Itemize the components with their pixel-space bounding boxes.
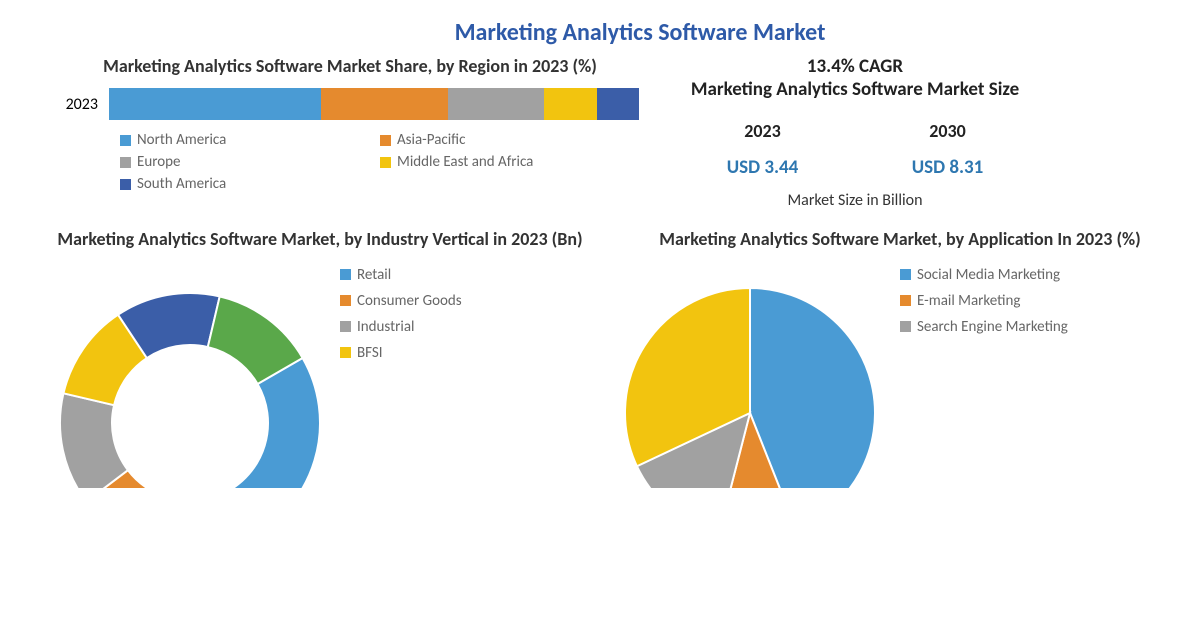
donut-title: Marketing Analytics Software Market, by … — [40, 228, 600, 250]
legend-label: E-mail Marketing — [917, 292, 1020, 310]
metrics-year-2023: 2023 — [744, 120, 781, 142]
legend-item: Asia-Pacific — [380, 131, 640, 149]
legend-item: Retail — [340, 266, 462, 284]
pie-chart-svg — [600, 258, 900, 488]
legend-swatch — [120, 135, 131, 146]
stacked-seg-middle-east-and-africa — [544, 88, 597, 120]
metrics-year-2030: 2030 — [929, 120, 966, 142]
legend-label: South America — [137, 175, 226, 193]
metrics-panel: 13.4% CAGR Marketing Analytics Software … — [640, 55, 1070, 210]
legend-swatch — [380, 157, 391, 168]
legend-item: Social Media Marketing — [900, 266, 1068, 284]
donut-chart-block: Marketing Analytics Software Market, by … — [0, 228, 600, 488]
legend-swatch — [380, 135, 391, 146]
legend-label: Industrial — [357, 318, 414, 336]
stacked-bar-track — [108, 87, 640, 121]
legend-item: Europe — [120, 153, 380, 171]
stacked-bar-chart: Marketing Analytics Software Market Shar… — [0, 55, 640, 210]
pie-chart-block: Marketing Analytics Software Market, by … — [600, 228, 1200, 488]
legend-swatch — [340, 347, 351, 358]
top-row: Marketing Analytics Software Market Shar… — [0, 55, 1200, 210]
legend-item: North America — [120, 131, 380, 149]
legend-label: Middle East and Africa — [397, 153, 533, 171]
legend-item: BFSI — [340, 344, 462, 362]
legend-swatch — [900, 321, 911, 332]
pie-legend: Social Media Marketing E-mail Marketing Se… — [900, 258, 1068, 344]
legend-swatch — [900, 269, 911, 280]
legend-swatch — [120, 157, 131, 168]
legend-label: Europe — [137, 153, 180, 171]
bottom-row: Marketing Analytics Software Market, by … — [0, 228, 1200, 488]
legend-item: Consumer Goods — [340, 292, 462, 310]
stacked-bar-legend: North America Asia-Pacific Europe Middle Ea… — [120, 129, 680, 195]
donut-slice-retail — [225, 358, 320, 488]
metrics-value-2030: USD 8.31 — [912, 156, 984, 179]
legend-label: Asia-Pacific — [397, 131, 465, 149]
legend-swatch — [120, 179, 131, 190]
legend-item: Industrial — [340, 318, 462, 336]
legend-item: South America — [120, 175, 380, 193]
stacked-seg-asia-pacific — [321, 88, 448, 120]
stacked-seg-south-america — [597, 88, 639, 120]
donut-legend: Retail Consumer Goods Industrial BFSI — [340, 258, 462, 488]
metrics-value-2023: USD 3.44 — [727, 156, 799, 179]
legend-swatch — [340, 269, 351, 280]
legend-label: Consumer Goods — [357, 292, 462, 310]
stacked-seg-north-america — [109, 88, 321, 120]
legend-label: Retail — [357, 266, 391, 284]
main-title: Marketing Analytics Software Market — [80, 18, 1200, 47]
legend-swatch — [900, 295, 911, 306]
legend-swatch — [340, 321, 351, 332]
metrics-subtitle: Marketing Analytics Software Market Size — [670, 78, 1040, 102]
legend-swatch — [340, 295, 351, 306]
cagr-text: 13.4% CAGR — [670, 55, 1040, 78]
legend-label: Social Media Marketing — [917, 266, 1060, 284]
legend-item: E-mail Marketing — [900, 292, 1068, 310]
legend-label: Search Engine Marketing — [917, 318, 1068, 336]
legend-label: North America — [137, 131, 226, 149]
legend-item: Search Engine Marketing — [900, 318, 1068, 336]
stacked-bar-title: Marketing Analytics Software Market Shar… — [60, 55, 640, 77]
stacked-bar-ylabel: 2023 — [60, 95, 108, 114]
donut-slice-industrial — [60, 393, 128, 488]
pie-title: Marketing Analytics Software Market, by … — [600, 228, 1200, 250]
legend-item: Middle East and Africa — [380, 153, 640, 171]
stacked-seg-europe — [448, 88, 543, 120]
metrics-footer: Market Size in Billion — [670, 191, 1040, 210]
donut-chart-svg — [40, 258, 340, 488]
legend-label: BFSI — [357, 344, 383, 362]
